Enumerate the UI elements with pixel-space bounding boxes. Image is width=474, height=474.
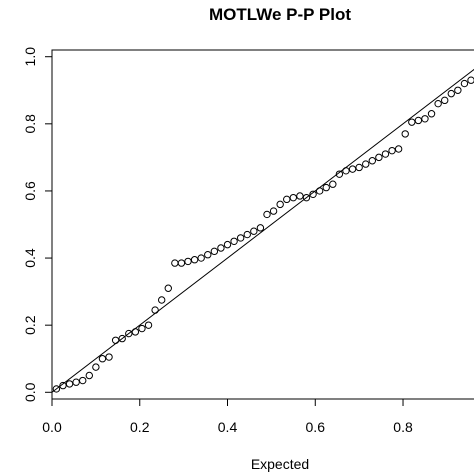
data-point	[111, 336, 120, 344]
data-point	[342, 167, 350, 175]
data-point	[105, 353, 113, 361]
data-point	[401, 130, 409, 138]
data-point	[236, 234, 245, 242]
data-point	[263, 210, 271, 219]
y-tick-label: 0.8	[22, 114, 38, 134]
data-point	[79, 376, 87, 385]
plot-frame	[51, 49, 474, 400]
data-point	[72, 378, 80, 386]
x-tick-label: 0.8	[393, 419, 413, 435]
data-point	[138, 324, 146, 333]
data-point	[322, 183, 330, 192]
data-point	[65, 380, 74, 388]
data-point	[460, 79, 469, 88]
data-point	[144, 321, 153, 329]
data-point	[85, 371, 93, 380]
x-axis: 0.0 0.2 0.4 0.6 0.8	[42, 399, 413, 435]
data-point	[467, 76, 474, 84]
x-tick-label: 0.6	[306, 419, 326, 435]
data-point	[131, 328, 140, 336]
data-point	[98, 355, 107, 363]
data-point	[59, 381, 67, 390]
data-point	[118, 334, 126, 343]
points-layer	[52, 69, 474, 393]
data-point	[315, 187, 324, 195]
data-point	[210, 247, 219, 256]
data-point	[250, 227, 258, 235]
data-point	[441, 96, 449, 105]
data-point	[190, 256, 199, 264]
y-tick-label: 0.0	[22, 382, 38, 402]
data-point	[125, 329, 133, 338]
data-point	[414, 116, 423, 125]
data-point	[197, 254, 205, 262]
chart-title: MOTLWe P-P Plot	[209, 5, 351, 24]
data-point	[92, 363, 100, 371]
data-point	[223, 240, 232, 249]
x-tick-label: 0.2	[130, 419, 150, 435]
data-point	[157, 296, 166, 304]
data-point	[164, 284, 172, 292]
x-tick-label: 0.0	[42, 419, 62, 435]
data-point	[388, 146, 396, 155]
x-axis-label: Expected	[251, 456, 309, 472]
data-point	[243, 230, 251, 239]
data-point	[447, 89, 455, 98]
data-point	[256, 224, 265, 232]
data-point	[375, 153, 383, 162]
data-point	[394, 145, 403, 153]
data-point	[230, 237, 238, 245]
data-point	[434, 99, 442, 108]
data-point	[408, 118, 416, 126]
data-point	[217, 244, 225, 252]
data-point	[309, 190, 317, 198]
data-point	[171, 259, 179, 267]
data-point	[454, 86, 462, 94]
data-point	[52, 385, 61, 393]
data-point	[204, 251, 212, 259]
reference-line	[51, 68, 474, 393]
data-point	[368, 157, 377, 165]
x-tick-label: 0.4	[218, 419, 238, 435]
data-point	[184, 257, 192, 266]
data-point	[177, 259, 186, 267]
data-point	[381, 150, 390, 158]
data-point	[427, 110, 436, 118]
data-point	[335, 170, 344, 178]
y-tick-label: 0.4	[22, 248, 38, 268]
y-axis: 0.0 0.2 0.4 0.6 0.8 1.0	[22, 47, 52, 402]
y-tick-label: 0.2	[22, 315, 38, 335]
data-point	[289, 193, 298, 202]
data-point	[355, 163, 363, 172]
data-point	[269, 207, 278, 215]
data-point	[151, 306, 159, 314]
data-point	[302, 193, 311, 202]
data-point	[329, 180, 337, 188]
data-point	[283, 195, 291, 204]
data-point	[296, 192, 304, 200]
data-point	[421, 115, 429, 123]
y-tick-label: 0.6	[22, 181, 38, 201]
y-tick-label: 1.0	[22, 47, 38, 67]
data-point	[348, 165, 357, 173]
reference-line-layer	[51, 68, 474, 393]
data-point	[276, 200, 284, 209]
data-point	[362, 160, 370, 168]
